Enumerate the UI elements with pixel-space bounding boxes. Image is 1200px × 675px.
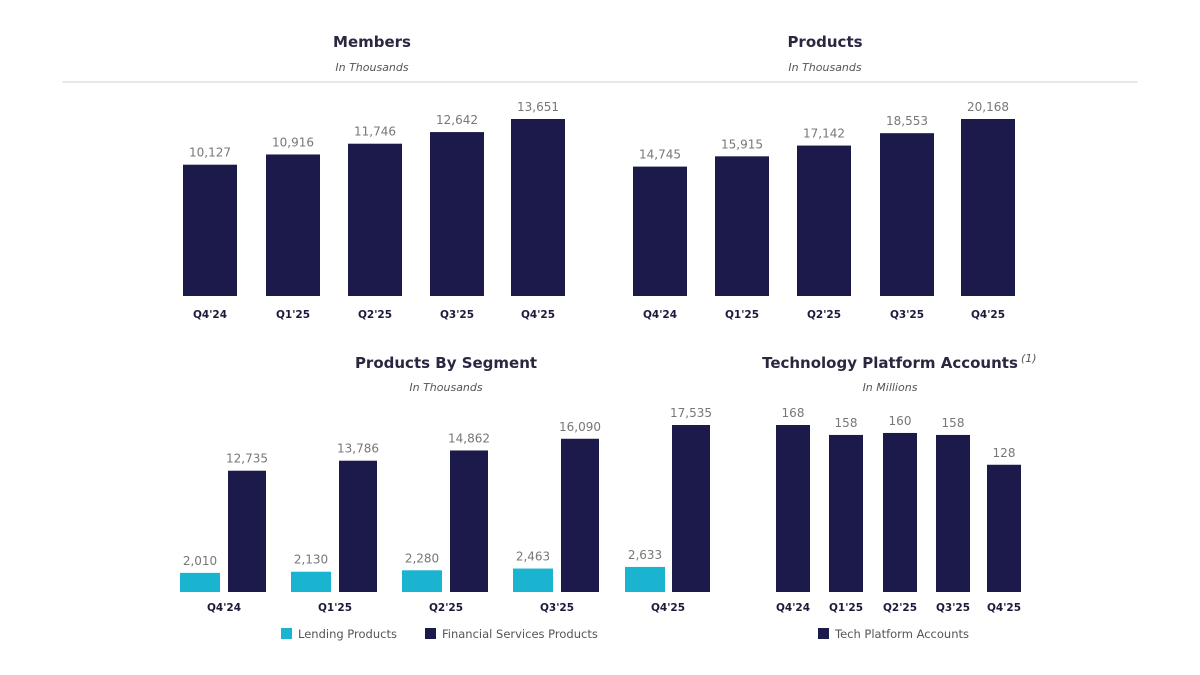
- bar-financial-services-products-0: [228, 470, 266, 592]
- category-label: Q4'25: [651, 602, 685, 614]
- category-label: Q3'25: [540, 602, 574, 614]
- data-label: 10,916: [272, 135, 314, 149]
- chart-subtitle: In Millions: [863, 381, 918, 394]
- bar-financial-services-products-2: [450, 450, 488, 592]
- data-label: 2,633: [628, 548, 662, 562]
- bar-financial-services-products-3: [561, 438, 599, 592]
- category-label: Q4'24: [207, 602, 241, 614]
- bar-lending-products-0: [180, 572, 220, 592]
- chart-title: Products By Segment: [355, 354, 537, 372]
- category-label: Q4'24: [193, 309, 227, 321]
- legend-label: Tech Platform Accounts: [834, 627, 969, 641]
- legend-label: Financial Services Products: [442, 627, 598, 641]
- chart-title: Products: [787, 33, 862, 51]
- bar-financial-services-products-4: [672, 425, 710, 592]
- data-label: 13,786: [337, 442, 379, 456]
- data-label: 17,142: [803, 127, 845, 141]
- data-label: 13,651: [517, 100, 559, 114]
- chart-subtitle: In Thousands: [409, 381, 483, 394]
- chart-title: Members: [333, 33, 411, 51]
- bar-lending-products-4: [625, 566, 665, 592]
- category-label: Q2'25: [883, 602, 917, 614]
- legend-swatch: [281, 628, 292, 639]
- chart-subtitle: In Thousands: [788, 61, 862, 74]
- bar-tech-platform-accounts-1: [829, 434, 863, 592]
- data-label: 11,746: [354, 125, 396, 139]
- data-label: 2,010: [183, 554, 217, 568]
- data-label: 15,915: [721, 137, 763, 151]
- data-label: 17,535: [670, 406, 712, 420]
- bar-lending-products-3: [513, 568, 553, 592]
- data-label: 12,735: [226, 452, 268, 466]
- bar-tech-platform-accounts-4: [987, 464, 1021, 592]
- bar-members-2: [348, 143, 402, 296]
- bar-products-2: [797, 145, 851, 296]
- category-label: Q4'24: [776, 602, 810, 614]
- bar-products-4: [961, 119, 1015, 296]
- data-label: 158: [942, 416, 965, 430]
- data-label: 158: [835, 416, 858, 430]
- data-label: 14,862: [448, 431, 490, 445]
- bar-products-1: [715, 156, 769, 296]
- bar-members-3: [430, 132, 484, 296]
- data-label: 2,130: [294, 553, 328, 567]
- bar-members-1: [266, 154, 320, 296]
- category-label: Q2'25: [807, 309, 841, 321]
- data-label: 16,090: [559, 420, 601, 434]
- category-label: Q3'25: [936, 602, 970, 614]
- data-label: 20,168: [967, 100, 1009, 114]
- category-label: Q2'25: [429, 602, 463, 614]
- bar-tech-platform-accounts-0: [776, 425, 810, 592]
- bar-tech-platform-accounts-3: [936, 434, 970, 592]
- data-label: 14,745: [639, 148, 681, 162]
- bar-members-0: [183, 164, 237, 296]
- category-label: Q4'25: [521, 309, 555, 321]
- bar-lending-products-1: [291, 571, 331, 592]
- data-label: 128: [993, 446, 1016, 460]
- category-label: Q4'25: [987, 602, 1021, 614]
- data-label: 12,642: [436, 113, 478, 127]
- category-label: Q1'25: [829, 602, 863, 614]
- data-label: 2,463: [516, 550, 550, 564]
- data-label: 2,280: [405, 551, 439, 565]
- bar-members-4: [511, 119, 565, 296]
- bar-tech-platform-accounts-2: [883, 432, 917, 592]
- data-label: 160: [889, 414, 912, 428]
- category-label: Q3'25: [890, 309, 924, 321]
- category-label: Q1'25: [276, 309, 310, 321]
- legend-swatch: [818, 628, 829, 639]
- data-label: 168: [782, 406, 805, 420]
- bar-financial-services-products-1: [339, 460, 377, 592]
- chart-title: Technology Platform Accounts: [762, 354, 1018, 372]
- footnote-marker: (1): [1021, 352, 1037, 365]
- data-label: 18,553: [886, 114, 928, 128]
- category-label: Q4'24: [643, 309, 677, 321]
- category-label: Q2'25: [358, 309, 392, 321]
- bar-lending-products-2: [402, 570, 442, 592]
- category-label: Q4'25: [971, 309, 1005, 321]
- bar-products-3: [880, 133, 934, 296]
- category-label: Q1'25: [725, 309, 759, 321]
- category-label: Q1'25: [318, 602, 352, 614]
- data-label: 10,127: [189, 146, 231, 160]
- legend-label: Lending Products: [298, 627, 397, 641]
- category-label: Q3'25: [440, 309, 474, 321]
- chart-subtitle: In Thousands: [335, 61, 409, 74]
- bar-products-0: [633, 166, 687, 296]
- legend-swatch: [425, 628, 436, 639]
